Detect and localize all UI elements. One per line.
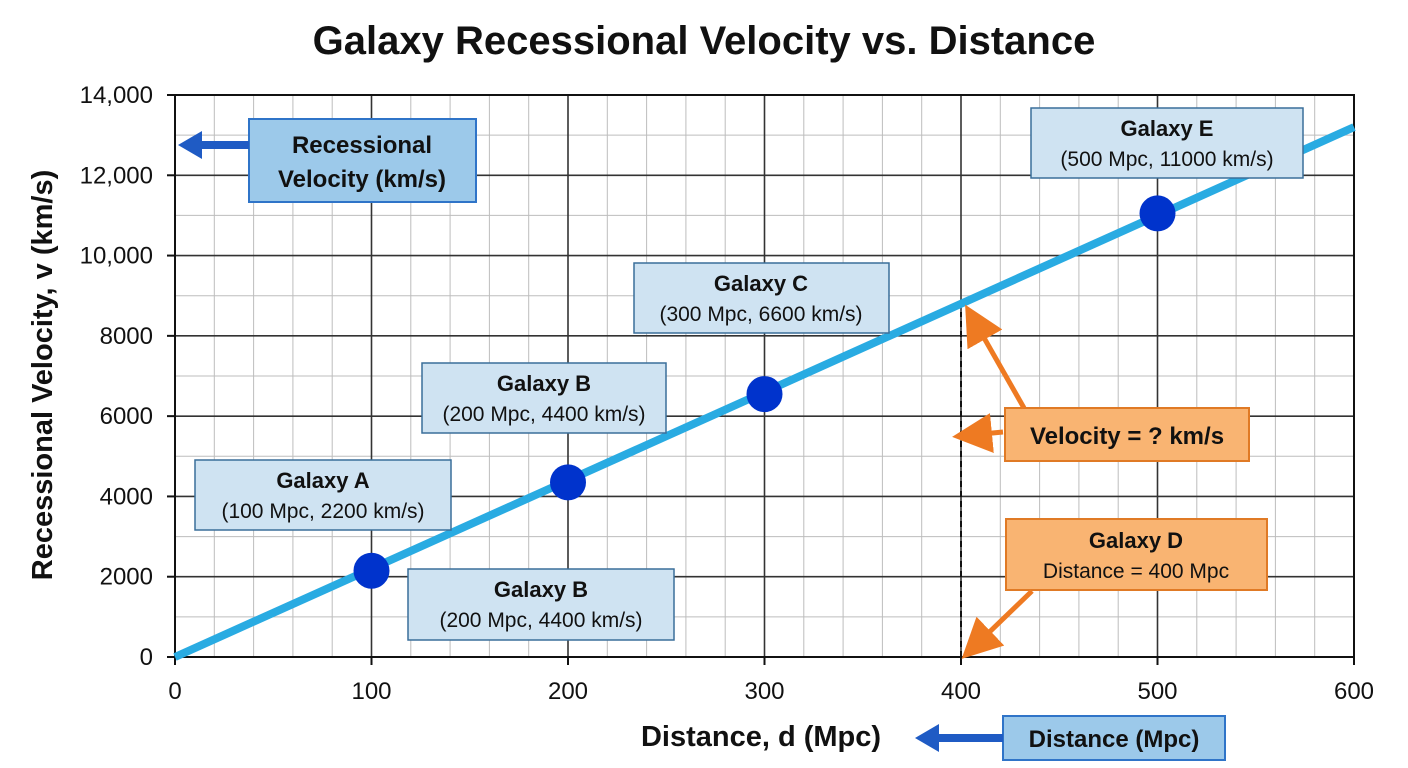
annotation-box bbox=[1005, 518, 1268, 591]
data-point bbox=[550, 464, 586, 501]
annotation-box bbox=[407, 568, 675, 641]
annotation-text: (200 Mpc, 4400 km/s) bbox=[442, 403, 645, 426]
data-point bbox=[746, 376, 783, 413]
x-tick-label: 500 bbox=[1137, 678, 1177, 705]
annotation-text: (200 Mpc, 4400 km/s) bbox=[439, 609, 642, 632]
velocity-question-label: Velocity = ? km/s bbox=[1030, 423, 1224, 450]
velocity-axis-callout: Recessional Velocity (km/s) bbox=[178, 118, 477, 203]
annotation-text: (500 Mpc, 11000 km/s) bbox=[1060, 148, 1273, 171]
annotation-galaxy-c: Galaxy C (300 Mpc, 6600 km/s) bbox=[633, 262, 890, 334]
annotation-title: Galaxy E bbox=[1121, 116, 1214, 141]
x-tick-label: 300 bbox=[744, 678, 784, 705]
x-axis-label: Distance, d (Mpc) bbox=[641, 721, 881, 753]
data-point bbox=[1139, 195, 1176, 232]
annotation-title: Galaxy A bbox=[276, 468, 369, 493]
y-tick-label: 10,000 bbox=[80, 243, 153, 270]
annotation-galaxy-a: Galaxy A (100 Mpc, 2200 km/s) bbox=[194, 459, 452, 531]
annotation-title: Galaxy D bbox=[1089, 528, 1183, 553]
annotation-galaxy-e: Galaxy E (500 Mpc, 11000 km/s) bbox=[1030, 107, 1304, 179]
x-tick-label: 200 bbox=[548, 678, 588, 705]
annotation-box bbox=[1030, 107, 1304, 179]
data-point bbox=[353, 552, 390, 589]
annotation-text: (300 Mpc, 6600 km/s) bbox=[659, 303, 862, 326]
x-tick-labels: 0 100 200 300 400 500 600 bbox=[168, 657, 1374, 705]
velocity-axis-callout-box bbox=[248, 118, 477, 203]
annotation-text: Distance = 400 Mpc bbox=[1043, 560, 1229, 583]
y-tick-label: 6000 bbox=[100, 403, 153, 430]
y-tick-label: 4000 bbox=[100, 483, 153, 510]
velocity-question-callout: Velocity = ? km/s bbox=[952, 304, 1250, 462]
arrow-to-line-icon bbox=[965, 304, 1027, 410]
annotation-galaxy-b-lower: Galaxy B (200 Mpc, 4400 km/s) bbox=[407, 568, 675, 641]
annotation-title: Galaxy C bbox=[714, 271, 808, 296]
annotation-text: (100 Mpc, 2200 km/s) bbox=[221, 500, 424, 523]
data-points bbox=[353, 195, 1176, 589]
distance-axis-callout-box bbox=[1002, 715, 1226, 761]
annotation-title: Galaxy B bbox=[494, 577, 588, 602]
distance-axis-callout: Distance (Mpc) bbox=[915, 715, 1226, 761]
annotation-title: Galaxy B bbox=[497, 371, 591, 396]
annotation-box bbox=[421, 362, 667, 434]
velocity-axis-callout-line2: Velocity (km/s) bbox=[278, 166, 446, 193]
x-tick-label: 600 bbox=[1334, 678, 1374, 705]
x-tick-label: 100 bbox=[351, 678, 391, 705]
y-tick-label: 8000 bbox=[100, 323, 153, 350]
annotation-box bbox=[633, 262, 890, 334]
y-tick-label: 14,000 bbox=[80, 82, 153, 109]
y-axis-label: Recessional Velocity, v (km/s) bbox=[27, 170, 59, 581]
velocity-question-box bbox=[1004, 407, 1250, 462]
x-tick-label: 400 bbox=[941, 678, 981, 705]
left-arrow-icon bbox=[178, 131, 249, 159]
arrow-to-axis-icon bbox=[952, 413, 1004, 453]
y-tick-label: 2000 bbox=[100, 564, 153, 591]
y-tick-labels: 0 2000 4000 6000 8000 10,000 12,000 14,000 bbox=[80, 82, 175, 671]
left-arrow-icon bbox=[915, 724, 1003, 752]
y-tick-label: 12,000 bbox=[80, 162, 153, 189]
annotation-galaxy-b-upper: Galaxy B (200 Mpc, 4400 km/s) bbox=[421, 362, 667, 434]
arrow-to-x-axis-icon bbox=[961, 589, 1034, 659]
x-tick-label: 0 bbox=[168, 678, 181, 705]
distance-axis-callout-label: Distance (Mpc) bbox=[1029, 726, 1200, 753]
velocity-axis-callout-line1: Recessional bbox=[292, 132, 432, 159]
chart-title: Galaxy Recessional Velocity vs. Distance bbox=[313, 19, 1096, 63]
annotation-box bbox=[194, 459, 452, 531]
y-tick-label: 0 bbox=[140, 644, 153, 671]
annotation-galaxy-d: Galaxy D Distance = 400 Mpc bbox=[961, 518, 1268, 659]
